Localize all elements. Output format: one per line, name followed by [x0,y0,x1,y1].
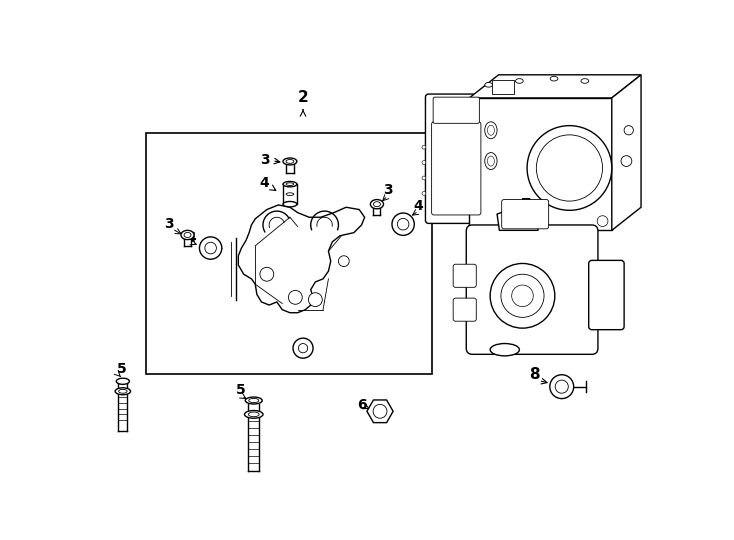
Circle shape [373,404,387,418]
Text: 5: 5 [236,383,246,397]
Circle shape [501,274,544,318]
Ellipse shape [283,201,297,207]
Ellipse shape [515,79,523,83]
FancyBboxPatch shape [466,225,598,354]
Bar [469,98,612,231]
Ellipse shape [487,125,495,135]
Ellipse shape [490,343,520,356]
Circle shape [624,126,633,135]
Ellipse shape [371,200,383,209]
Circle shape [621,156,632,166]
FancyBboxPatch shape [432,122,481,215]
Circle shape [512,285,534,307]
Circle shape [422,161,426,165]
Ellipse shape [484,83,493,87]
Polygon shape [367,400,393,423]
Text: 1: 1 [451,108,462,123]
Circle shape [422,192,426,195]
Ellipse shape [244,410,263,418]
Text: 7: 7 [521,198,531,213]
Ellipse shape [487,156,495,166]
Ellipse shape [245,397,262,404]
Polygon shape [469,75,641,98]
Circle shape [299,343,308,353]
Ellipse shape [119,389,127,393]
Circle shape [597,215,608,226]
Bar [146,132,432,374]
FancyBboxPatch shape [453,298,476,321]
Polygon shape [612,75,641,231]
Ellipse shape [581,79,589,83]
Circle shape [422,145,426,149]
Circle shape [392,213,414,235]
Circle shape [422,176,426,180]
Ellipse shape [184,232,191,238]
Bar [493,80,514,94]
Ellipse shape [484,122,497,139]
Text: 3: 3 [164,217,174,231]
Circle shape [288,291,302,304]
Text: 3: 3 [260,152,280,166]
Circle shape [308,293,322,307]
Ellipse shape [286,183,294,186]
Ellipse shape [115,388,131,395]
Circle shape [537,135,603,201]
FancyBboxPatch shape [453,264,476,287]
FancyBboxPatch shape [501,200,548,229]
Ellipse shape [374,201,380,207]
Text: 4: 4 [186,231,196,245]
Circle shape [397,218,409,230]
Ellipse shape [550,76,558,81]
Text: 6: 6 [357,398,369,412]
Ellipse shape [286,193,294,195]
Text: 2: 2 [298,90,308,105]
Ellipse shape [248,412,259,417]
Text: 8: 8 [528,367,539,382]
Circle shape [200,237,222,259]
Circle shape [338,256,349,267]
Ellipse shape [286,159,294,164]
Polygon shape [497,208,540,231]
Circle shape [555,380,568,393]
Circle shape [293,338,313,358]
FancyBboxPatch shape [589,260,624,330]
Circle shape [260,267,274,281]
Ellipse shape [484,153,497,170]
Circle shape [490,264,555,328]
Ellipse shape [249,399,259,403]
FancyBboxPatch shape [426,94,487,224]
Ellipse shape [283,181,297,187]
Ellipse shape [283,158,297,165]
Ellipse shape [181,231,194,240]
Text: 5: 5 [117,362,126,376]
Text: 4: 4 [260,177,276,191]
Circle shape [205,242,217,254]
Ellipse shape [116,378,129,384]
Circle shape [550,375,574,399]
Text: 4: 4 [414,199,424,213]
Text: 3: 3 [383,183,393,197]
Circle shape [527,126,612,210]
FancyBboxPatch shape [433,97,479,123]
Polygon shape [239,205,365,313]
